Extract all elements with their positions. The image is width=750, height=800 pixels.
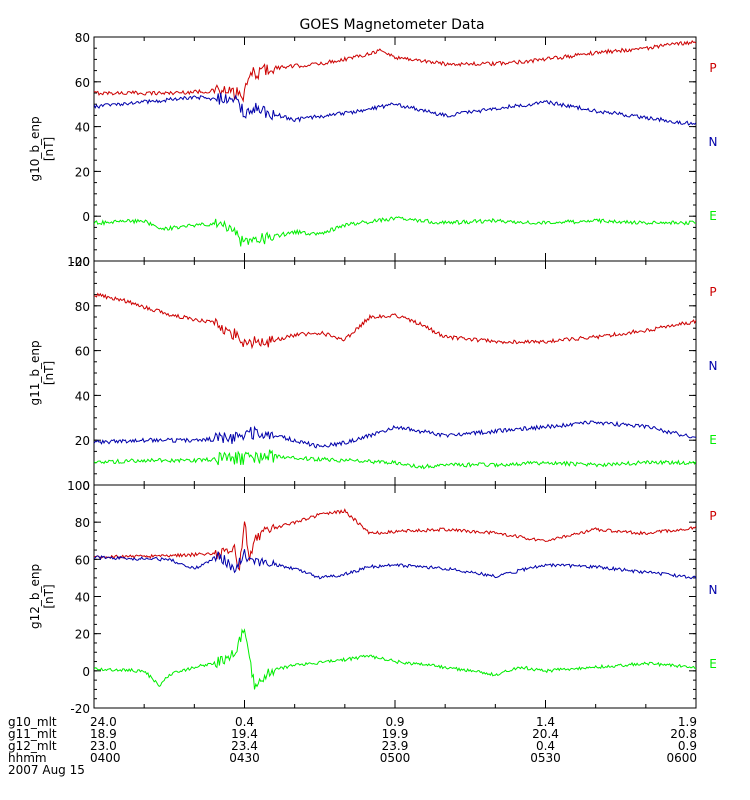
y-tick-label: 80 xyxy=(75,516,90,530)
legend-E: E xyxy=(709,433,717,447)
footer-row-label: g10_mlt xyxy=(8,715,57,729)
footer-cell: 23.9 xyxy=(382,739,409,753)
footer-cell: 0.9 xyxy=(385,715,404,729)
panel-3: -20 0 20 40 60 80 100 g12_b_enp [nT] P N E xyxy=(28,479,717,716)
y-axis-unit: [nT] xyxy=(42,137,56,161)
y-tick-label: 80 xyxy=(75,31,90,45)
series-line-E xyxy=(94,628,696,690)
y-tick-label: 20 xyxy=(75,165,90,179)
y-tick-label: 60 xyxy=(75,553,90,567)
series-line-N xyxy=(94,549,696,580)
panel-frame xyxy=(93,484,697,709)
footer-row-label: g12_mlt xyxy=(8,739,57,753)
footer-date: 2007 Aug 15 xyxy=(8,763,85,777)
y-tick-label: -20 xyxy=(70,255,90,269)
legend-N: N xyxy=(709,583,718,597)
chart-title: GOES Magnetometer Data xyxy=(299,17,484,33)
y-tick-label: -20 xyxy=(70,702,90,716)
footer-row-label: hhmm xyxy=(8,751,47,765)
y-axis-label: g10_b_enp xyxy=(28,116,42,181)
panel-1: -20 0 20 40 60 80 g10_b_enp [nT] P N E xyxy=(28,31,717,269)
footer-cell: 19.9 xyxy=(382,727,409,741)
legend-E: E xyxy=(709,209,717,223)
y-tick-label: 60 xyxy=(75,76,90,90)
legend-N: N xyxy=(709,359,718,373)
footer-cell: 0430 xyxy=(229,751,260,765)
series-line-P xyxy=(94,508,696,572)
y-tick-label: 80 xyxy=(75,300,90,314)
y-tick-label: 40 xyxy=(75,389,90,403)
series-line-E xyxy=(94,216,696,247)
series-line-N xyxy=(94,92,696,126)
legend-P: P xyxy=(709,61,716,75)
y-tick-label: 0 xyxy=(82,479,90,493)
y-axis-unit: [nT] xyxy=(42,361,56,385)
y-tick-label: 0 xyxy=(82,210,90,224)
footer-cell: 18.9 xyxy=(90,727,117,741)
y-tick-label: 100 xyxy=(67,255,90,269)
legend-E: E xyxy=(709,657,717,671)
panel-frame xyxy=(93,260,697,486)
legend-N: N xyxy=(709,135,718,149)
y-tick-label: 40 xyxy=(75,121,90,135)
footer-cell: 0.9 xyxy=(678,739,697,753)
legend-P: P xyxy=(709,285,716,299)
y-axis-label: g11_b_enp xyxy=(28,340,42,405)
footer-cell: 0500 xyxy=(380,751,411,765)
footer-cell: 0.4 xyxy=(235,715,254,729)
footer-cell: 24.0 xyxy=(90,715,117,729)
panel-frame xyxy=(93,36,697,262)
series-line-N xyxy=(94,420,696,449)
y-tick-label: 20 xyxy=(75,434,90,448)
footer-cell: 19.4 xyxy=(231,727,258,741)
series-line-P xyxy=(94,39,696,103)
footer-cell: 23.4 xyxy=(231,739,258,753)
legend-P: P xyxy=(709,509,716,523)
series-line-E xyxy=(94,449,696,470)
footer-cell: 20.8 xyxy=(670,727,697,741)
footer-cell: 0530 xyxy=(530,751,561,765)
footer-row-label: g11_mlt xyxy=(8,727,57,741)
y-tick-label: 20 xyxy=(75,628,90,642)
y-tick-label: 60 xyxy=(75,345,90,359)
y-axis-unit: [nT] xyxy=(42,584,56,608)
y-tick-label: 0 xyxy=(82,665,90,679)
footer-cell: 0600 xyxy=(666,751,697,765)
panel-2: 0 20 40 60 80 100 g11_b_enp [nT] P N E xyxy=(28,255,717,493)
series-line-P xyxy=(94,292,696,350)
y-tick-label: 40 xyxy=(75,591,90,605)
footer-cell: 0.4 xyxy=(536,739,555,753)
footer-cell: 1.9 xyxy=(678,715,697,729)
footer-cell: 0400 xyxy=(90,751,121,765)
y-axis-label: g12_b_enp xyxy=(28,564,42,629)
y-tick-label: 100 xyxy=(67,479,90,493)
footer-table: g10_mlt 24.0 0.4 0.9 1.4 1.9 g11_mlt 18.9 19.4 19… xyxy=(8,715,697,777)
footer-cell: 1.4 xyxy=(536,715,555,729)
footer-cell: 20.4 xyxy=(532,727,559,741)
footer-cell: 23.0 xyxy=(90,739,117,753)
